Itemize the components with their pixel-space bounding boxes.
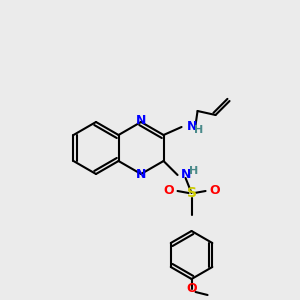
Text: H: H — [188, 166, 198, 176]
Text: O: O — [186, 283, 197, 296]
Text: N: N — [187, 119, 197, 133]
Text: N: N — [181, 169, 191, 182]
Text: S: S — [187, 186, 196, 200]
Text: N: N — [136, 115, 146, 128]
Text: O: O — [209, 184, 220, 197]
Text: N: N — [136, 169, 146, 182]
Text: H: H — [194, 125, 203, 135]
Text: O: O — [163, 184, 173, 197]
